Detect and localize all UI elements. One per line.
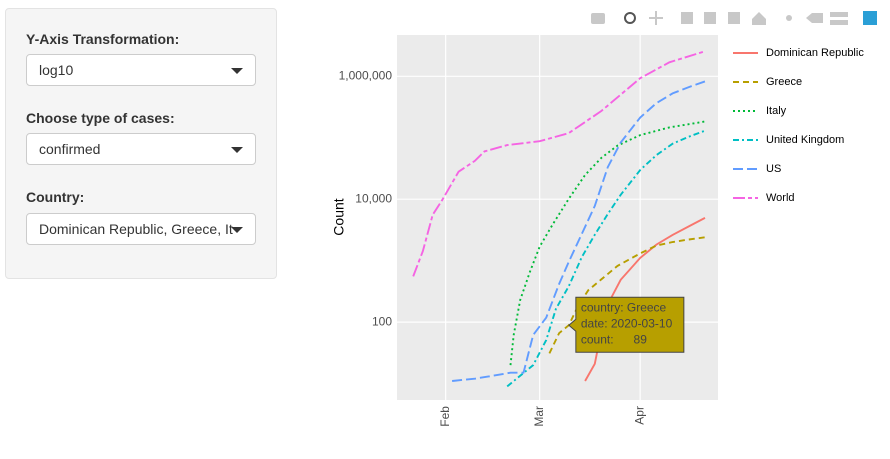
x-tick-label: Feb — [438, 406, 452, 427]
y-tick-label: 10,000 — [355, 191, 392, 205]
legend-label: US — [766, 163, 781, 175]
tooltip-box — [568, 296, 685, 353]
hover-compare-icon[interactable] — [830, 20, 848, 25]
select[interactable]: Dominican Republic, Greece, It — [26, 213, 256, 245]
pan-icon[interactable] — [649, 11, 663, 25]
camera-icon[interactable] — [591, 13, 605, 24]
hover-closest-icon[interactable] — [806, 13, 823, 23]
legend-label: World — [766, 192, 795, 204]
legend-label: United Kingdom — [766, 134, 844, 146]
series-line — [509, 120, 706, 366]
tooltip-text: count: 89 — [581, 332, 647, 346]
y-tick-label: 1,000,000 — [339, 68, 393, 82]
zoom-icon[interactable] — [624, 12, 636, 24]
plotly-logo[interactable] — [863, 11, 877, 25]
select[interactable]: confirmed — [26, 133, 256, 165]
select[interactable]: log10 — [26, 54, 256, 86]
x-tick-label: Apr — [632, 406, 646, 425]
sidebar: Y-Axis Transformation: log10 Choose type… — [5, 8, 277, 279]
legend-label: Dominican Republic — [766, 47, 864, 59]
modebar — [591, 11, 877, 25]
input-label: Country: — [26, 189, 85, 205]
input-label: Y-Axis Transformation: — [26, 31, 180, 47]
input-label: Choose type of cases: — [26, 110, 175, 126]
tooltip-text: country: Greece — [581, 300, 667, 314]
series-line — [412, 50, 706, 277]
y-axis-title: Count — [331, 198, 347, 235]
y-tick-label: 100 — [372, 314, 392, 328]
tooltip-text: date: 2020-03-10 — [581, 316, 673, 330]
series-line — [548, 236, 706, 354]
zoom-in-icon[interactable] — [681, 12, 693, 24]
reset-icon[interactable] — [752, 12, 766, 25]
series-line — [506, 129, 706, 388]
zoom-out-icon[interactable] — [704, 12, 716, 24]
autoscale-icon[interactable] — [728, 12, 740, 24]
series-line — [452, 80, 706, 382]
legend-label: Greece — [766, 76, 802, 88]
legend-label: Italy — [766, 105, 787, 117]
x-tick-label: Mar — [532, 406, 546, 427]
spike-icon[interactable] — [786, 15, 792, 21]
hover-compare-icon[interactable] — [830, 12, 848, 17]
